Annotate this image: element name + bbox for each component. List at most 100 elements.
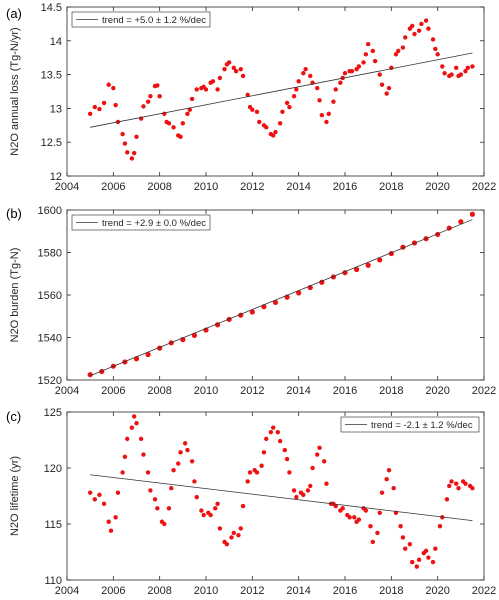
data-point <box>222 66 227 72</box>
x-tick-label: 2008 <box>147 385 171 397</box>
x-tick-label: 2010 <box>194 385 218 397</box>
data-point <box>261 450 267 455</box>
data-point <box>430 559 436 565</box>
data-point <box>303 66 308 72</box>
data-point <box>470 485 475 491</box>
data-point <box>287 470 292 475</box>
x-tick-label: 2008 <box>147 181 171 193</box>
data-point <box>370 539 375 545</box>
data-point <box>176 461 181 466</box>
data-point <box>321 459 327 464</box>
data-point <box>423 18 429 23</box>
panel-c: 2004 2006 2008 2010 2012 2014 2016 2018 2020 2022… <box>6 407 496 597</box>
data-point <box>199 508 204 513</box>
legend-box <box>71 11 211 28</box>
data-point <box>465 65 470 71</box>
data-point <box>365 41 371 47</box>
x-tick-label: 2016 <box>333 585 357 597</box>
data-point <box>185 447 190 453</box>
data-point <box>384 477 389 482</box>
data-point <box>203 87 209 92</box>
data-point <box>194 87 199 92</box>
data-point <box>238 526 243 531</box>
x-tick-label: 2006 <box>101 181 125 193</box>
data-point <box>125 436 130 442</box>
x-tick-label: 2018 <box>379 385 403 397</box>
panel-label: (a) <box>6 6 22 21</box>
data-point <box>324 481 329 486</box>
data-point <box>384 91 389 96</box>
data-point <box>240 73 246 79</box>
data-point <box>141 452 146 457</box>
y-tick-label: 1540 <box>38 333 62 345</box>
data-point <box>180 121 186 126</box>
data-point <box>426 26 431 31</box>
data-point <box>456 485 461 491</box>
data-point <box>377 72 382 77</box>
data-point <box>331 99 336 104</box>
data-point <box>201 512 206 518</box>
data-point <box>458 219 464 225</box>
data-point <box>449 479 454 484</box>
data-point <box>370 48 375 54</box>
data-point <box>145 351 151 358</box>
x-tick-label: 2012 <box>240 385 264 397</box>
data-point <box>238 66 243 72</box>
data-point <box>92 104 98 110</box>
data-point <box>233 69 239 74</box>
data-point <box>273 129 278 135</box>
x-tick-label: 2006 <box>101 385 125 397</box>
data-point <box>426 555 431 560</box>
data-point <box>353 266 360 273</box>
y-tick-label: 115 <box>44 519 62 531</box>
data-point <box>148 488 153 493</box>
panel-a: 2004 2006 2008 2010 2012 2014 2016 2018 2020 2022… <box>6 2 496 193</box>
x-tick-label: 2022 <box>472 585 496 597</box>
y-axis-title: N2O lifetime (yr) <box>9 456 21 536</box>
data-point <box>171 468 176 473</box>
y-tick-label: 14 <box>50 36 62 48</box>
x-tick-label: 2014 <box>286 385 310 397</box>
data-point <box>301 71 306 76</box>
data-point <box>365 262 371 268</box>
data-point <box>291 94 297 99</box>
x-tick-label: 2020 <box>425 181 449 193</box>
data-point <box>250 107 255 112</box>
data-point <box>414 564 420 569</box>
y-tick-label: 120 <box>44 463 62 475</box>
data-point <box>129 425 135 430</box>
data-point <box>342 71 348 76</box>
data-point <box>215 87 220 92</box>
data-point <box>393 52 399 57</box>
data-point <box>352 515 357 520</box>
data-point <box>437 524 443 529</box>
data-point <box>287 104 292 110</box>
legend-label: trend = +5.0 ± 1.2 %/dec <box>102 15 206 26</box>
data-point <box>291 488 297 493</box>
panel-b: 2004 2006 2008 2010 2012 2014 2016 2018 2020 2022… <box>6 205 496 397</box>
y-tick-label: 110 <box>44 575 62 587</box>
data-point <box>338 80 343 85</box>
x-tick-label: 2004 <box>55 385 79 397</box>
data-point <box>379 82 385 87</box>
y-tick-label: 13 <box>50 103 62 115</box>
data-point <box>433 46 438 52</box>
data-point <box>169 485 174 491</box>
data-point <box>377 257 383 263</box>
data-point <box>375 530 380 536</box>
data-point <box>386 85 392 91</box>
data-point <box>270 133 276 138</box>
legend-label: trend = +2.9 ± 0.0 %/dec <box>102 218 206 229</box>
y-tick-label: 1520 <box>38 375 62 387</box>
data-point <box>326 111 331 117</box>
trend-line <box>90 219 473 377</box>
data-point <box>268 429 274 435</box>
data-point <box>284 100 290 106</box>
data-point <box>249 309 255 315</box>
data-point <box>379 490 385 495</box>
data-point <box>254 109 260 114</box>
data-point <box>247 470 253 475</box>
x-tick-label: 2022 <box>472 385 496 397</box>
x-tick-label: 2018 <box>379 585 403 597</box>
data-point <box>226 60 232 65</box>
